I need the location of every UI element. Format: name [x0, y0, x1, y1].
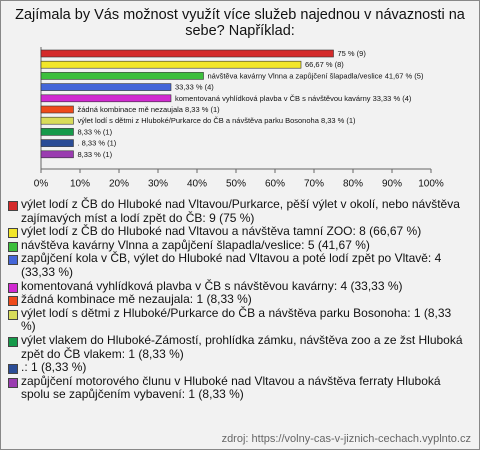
bar: [40, 116, 74, 125]
legend-label: výlet lodí z ČB do Hluboké nad Vltavou/P…: [21, 197, 460, 225]
bar: [40, 128, 74, 136]
legend-label: výlet lodí s dětmi z Hluboké/Purkarce do…: [21, 305, 452, 334]
legend-swatch: [8, 282, 18, 293]
bar: [40, 49, 334, 58]
value-label: . 8,33 % (1): [77, 139, 116, 148]
legend-label: zapůjčení kola v ČB, výlet do Hluboké na…: [21, 251, 442, 279]
value-label: 8,33 % (1): [77, 150, 112, 159]
legend-item: výlet vlakem do Hluboké-Zámostí, prohlíd…: [7, 332, 469, 361]
legend-label: komentovaná vyhlídková plavba v ČB s náv…: [21, 278, 403, 293]
legend-swatch: [8, 241, 18, 252]
value-label: výlet lodí s dětmi z Hluboké/Purkarce do…: [77, 116, 356, 125]
bar: [40, 94, 172, 103]
source-note: zdroj: https://volny-cas-v-jiznich-cecha…: [221, 433, 471, 445]
value-label: 8,33 % (1): [77, 127, 112, 136]
bar: [40, 150, 74, 159]
legend-label: výlet lodí z ČB do Hluboké nad Vltavou a…: [21, 224, 422, 239]
x-tick-label: 0%: [34, 179, 49, 190]
chart-title: Zajímala by Vás možnost využít více služ…: [15, 7, 465, 39]
bar: [40, 60, 302, 69]
legend-swatch: [8, 255, 18, 266]
legend-item: návštěva kavárny Vlnna a zapůjčení šlapa…: [7, 237, 469, 253]
legend-label: zapůjčení motorového člunu v Hluboké nad…: [21, 373, 441, 402]
x-tick-label: 90%: [382, 179, 402, 190]
value-label: komentovaná vyhlídková plavba v ČB s náv…: [175, 94, 412, 103]
bar: [40, 139, 74, 147]
legend-item: výlet lodí z ČB do Hluboké nad Vltavou a…: [7, 224, 469, 239]
legend-swatch: [8, 309, 18, 320]
legend-swatch: [8, 336, 18, 347]
x-tick-label: 40%: [187, 179, 207, 190]
x-tick-label: 30%: [148, 179, 168, 190]
legend-swatch: [8, 228, 18, 239]
legend-label: žádná kombinace mě nezaujala: 1 (8,33 %): [21, 292, 252, 307]
chart: 0% 10% 20% 30% 40% 50% 60% 70% 80% 90% 100% 75 % (9…: [34, 47, 444, 190]
x-tick-label: 60%: [265, 179, 285, 190]
legend-swatch: [8, 377, 18, 388]
value-label: žádná kombinace mě nezaujala 8,33 % (1): [77, 105, 220, 114]
legend-item: zapůjčení motorového člunu v Hluboké nad…: [7, 373, 469, 402]
x-tick-label: 70%: [304, 179, 324, 190]
value-label: 66,67 % (8): [305, 60, 344, 69]
legend-label: návštěva kavárny Vlnna a zapůjčení šlapa…: [21, 237, 370, 252]
legend-swatch: [8, 364, 18, 375]
x-tick-label: 10%: [70, 179, 90, 190]
x-tick-label: 80%: [343, 179, 363, 190]
bar: [40, 72, 204, 80]
legend-item: .: 1 (8,33 %): [7, 360, 469, 375]
legend-swatch: [8, 201, 18, 211]
legend-item: výlet lodí s dětmi z Hluboké/Purkarce do…: [7, 305, 469, 334]
legend-swatch: [8, 296, 18, 307]
bar: [40, 83, 172, 91]
x-tick-label: 20%: [109, 179, 129, 190]
value-label: 75 % (9): [338, 49, 367, 58]
legend-item: komentovaná vyhlídková plavba v ČB s náv…: [7, 278, 469, 294]
x-tick-label: 50%: [226, 179, 246, 190]
value-label: 33,33 % (4): [175, 83, 214, 92]
legend-label: výlet vlakem do Hluboké-Zámostí, prohlíd…: [21, 332, 463, 361]
legend-item: výlet lodí z ČB do Hluboké nad Vltavou/P…: [7, 197, 469, 225]
legend: výlet lodí z ČB do Hluboké nad Vltavou/P…: [7, 197, 469, 402]
value-label: návštěva kavárny Vlnna a zapůjčení šlapa…: [208, 71, 424, 80]
x-tick-label: 100%: [418, 179, 444, 190]
legend-item: žádná kombinace mě nezaujala: 1 (8,33 %): [7, 292, 469, 307]
bar: [40, 105, 74, 114]
legend-label: .: 1 (8,33 %): [21, 360, 87, 375]
legend-item: zapůjčení kola v ČB, výlet do Hluboké na…: [7, 252, 469, 279]
